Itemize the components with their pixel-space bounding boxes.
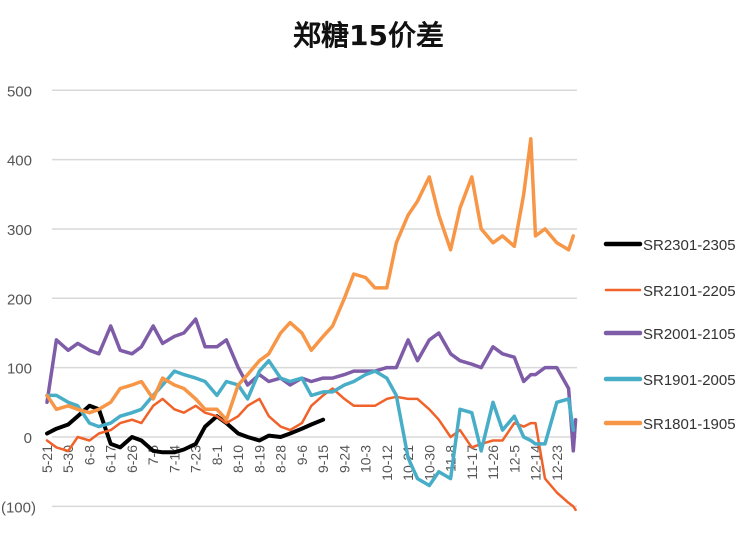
series-line-sr1801-1905 [45,137,576,422]
legend-label: SR2301-2305 [643,237,736,254]
series-line-sr2301-2305 [45,403,326,455]
legend-label: SR2101-2205 [643,283,736,300]
x-tick-label: 8-28 [273,445,289,473]
x-tick-label: 11-17 [464,445,480,480]
chart-title: 郑糖15价差 [293,19,444,52]
x-tick-label: 6-17 [103,445,119,473]
x-tick-label: 8-1 [209,445,225,465]
series-line-sr1901-2005 [45,358,576,488]
y-tick-label: 200 [7,291,32,308]
series-line-sr2001-2105 [45,317,578,453]
x-tick-label: 5-21 [39,445,55,473]
x-tick-label: 10-3 [358,445,374,473]
y-tick-label: 400 [7,153,32,170]
legend-label: SR1901-2005 [643,372,736,389]
x-tick-label: 8-10 [230,445,246,473]
x-tick-label: 11-26 [485,445,501,480]
x-tick-label: 10-21 [400,445,416,481]
x-tick-label: 6-8 [81,445,97,465]
legend-label: SR1801-1905 [643,416,736,433]
y-tick-label: 0 [24,430,32,447]
x-tick-label: 5-30 [60,445,76,473]
x-tick-label: 10-30 [421,445,437,481]
y-tick-label: 100 [7,361,32,378]
y-tick-label: 500 [7,83,32,100]
x-tick-label: 7-23 [188,445,204,473]
legend-label: SR2001-2105 [643,326,736,343]
x-tick-label: 9-6 [294,445,310,465]
y-tick-label: 300 [7,222,32,239]
x-tick-label: 8-19 [251,445,267,473]
x-tick-label: 12-23 [549,445,565,481]
series-line-sr2101-2205 [45,387,577,512]
x-tick-label: 6-26 [124,445,140,473]
x-tick-label: 9-24 [336,445,352,473]
y-tick-label: (100) [1,499,36,516]
x-tick-label: 10-12 [379,445,395,481]
x-tick-label: 12-5 [506,445,522,473]
x-tick-label: 9-15 [315,445,331,473]
